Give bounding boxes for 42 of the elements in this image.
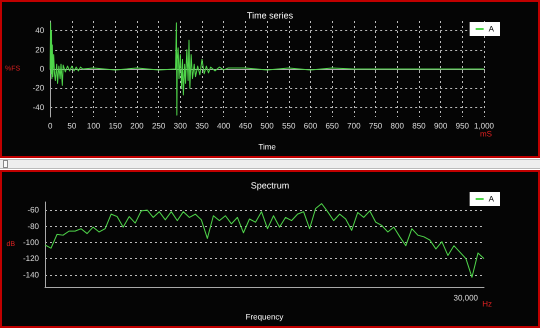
y-tick-label: -40 — [32, 102, 45, 112]
y-tick-label: 40 — [35, 26, 45, 36]
text: Hz — [482, 300, 492, 308]
y-tick-label: -60 — [27, 206, 40, 215]
x-tick-label: 700 — [347, 122, 362, 130]
line-series — [44, 203, 484, 278]
y-tick-label: 20 — [35, 45, 45, 54]
x-tick-label: 300 — [174, 122, 188, 130]
x-tick-label: 0 — [48, 122, 53, 130]
chart-title: Time series — [246, 10, 294, 20]
x-axis-title: Time — [258, 142, 276, 152]
x-tick-label: 900 — [434, 122, 448, 130]
text: mS — [480, 130, 492, 138]
y-tick-label: -20 — [32, 84, 45, 93]
chart-title: Spectrum — [250, 180, 290, 190]
x-tick-label: 400 — [217, 122, 231, 130]
line-series — [50, 22, 484, 116]
y-tick-label: -140 — [22, 270, 40, 280]
x-tick-label: 200 — [130, 122, 144, 130]
text: 30,000 — [454, 294, 479, 302]
x-tick-label: 800 — [390, 122, 404, 130]
x-tick-label: 650 — [325, 122, 340, 130]
y-tick-label: -120 — [22, 254, 40, 264]
y-tick-label: -100 — [22, 238, 40, 247]
x-tick-label: 550 — [282, 122, 296, 130]
x-tick-label: 350 — [195, 122, 210, 130]
y-tick-label: 0 — [40, 64, 45, 74]
x-tick-label: 850 — [412, 122, 426, 130]
x-tick-label: 1,000 — [474, 122, 495, 130]
x-tick-label: 950 — [456, 122, 470, 130]
x-axis-title: Frequency — [246, 312, 284, 322]
x-tick-label: 750 — [368, 122, 383, 130]
x-tick-label: 50 — [67, 122, 77, 130]
x-tick-label: 450 — [238, 122, 253, 130]
legend-label: A — [488, 194, 495, 204]
x-tick-label: 150 — [108, 122, 122, 130]
legend-label: A — [488, 24, 495, 34]
x-tick-label: 500 — [260, 122, 274, 130]
y-tick-label: -80 — [27, 222, 40, 231]
x-tick-label: 100 — [86, 122, 101, 130]
x-tick-label: 600 — [304, 122, 318, 130]
x-tick-label: 250 — [152, 122, 166, 130]
